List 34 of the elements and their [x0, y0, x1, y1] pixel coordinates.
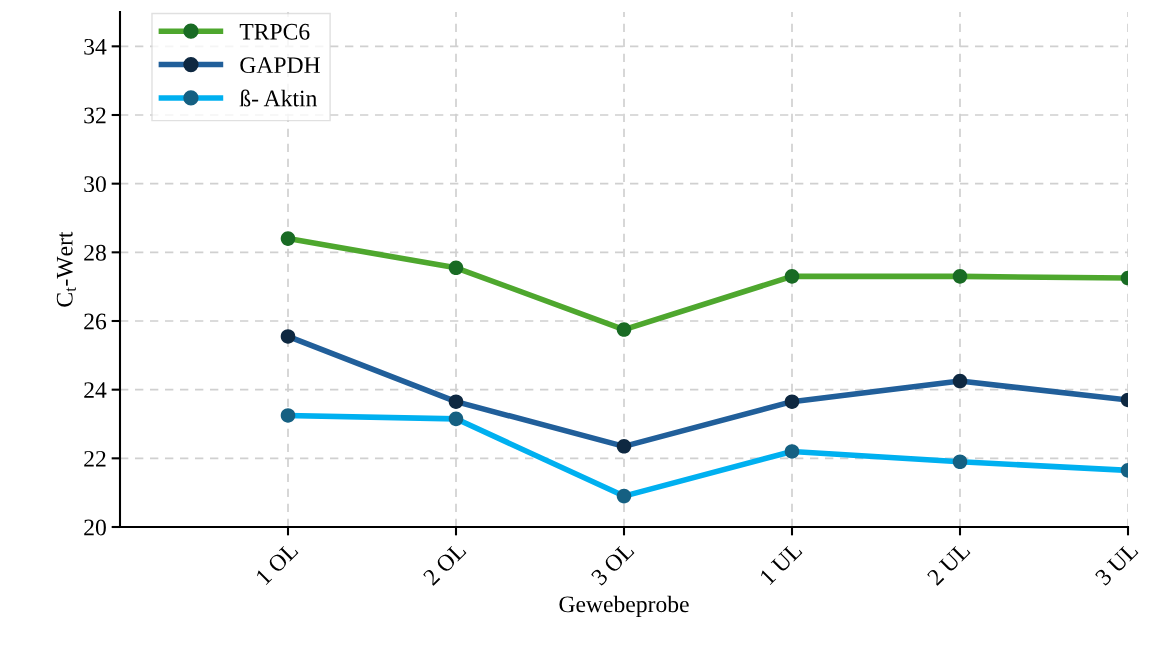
y-tick-label: 26 [84, 313, 107, 330]
point [616, 322, 632, 337]
point [784, 394, 800, 409]
y-tick-label: 32 [84, 107, 106, 124]
point [616, 488, 632, 504]
point [952, 373, 968, 389]
x-tick-label: 3 UL [1094, 541, 1139, 586]
y-tick-label: 24 [84, 382, 107, 398]
point [280, 329, 296, 344]
y-tick-label: 22 [84, 450, 106, 467]
point [448, 260, 464, 276]
y-tick-label: 30 [84, 176, 106, 193]
point [952, 269, 968, 284]
x-tick-label: 1 UL [759, 541, 803, 586]
x-tick-label: 2 OL [422, 541, 467, 586]
point [784, 269, 800, 284]
legend-label: ß- Aktin [239, 89, 318, 107]
x-tick-label: 3 OL [590, 541, 635, 586]
point [616, 439, 632, 454]
point [448, 411, 464, 427]
point [952, 454, 968, 470]
legend-label: TRPC6 [239, 23, 310, 40]
point [784, 444, 800, 459]
legend-label: GAPDH [240, 57, 320, 74]
point [280, 408, 296, 423]
y-tick-label: 20 [84, 519, 106, 536]
y-tick-label: 28 [84, 244, 106, 261]
y-axis-title: C$_{t}$-Wert [56, 231, 76, 307]
y-tick-label: 34 [84, 38, 107, 55]
point [280, 231, 296, 246]
x-tick-label: 1 OL [255, 541, 299, 586]
point [448, 394, 464, 409]
x-tick-label: 2 UL [926, 541, 971, 586]
x-axis-title: Gewebeprobe [559, 595, 689, 618]
